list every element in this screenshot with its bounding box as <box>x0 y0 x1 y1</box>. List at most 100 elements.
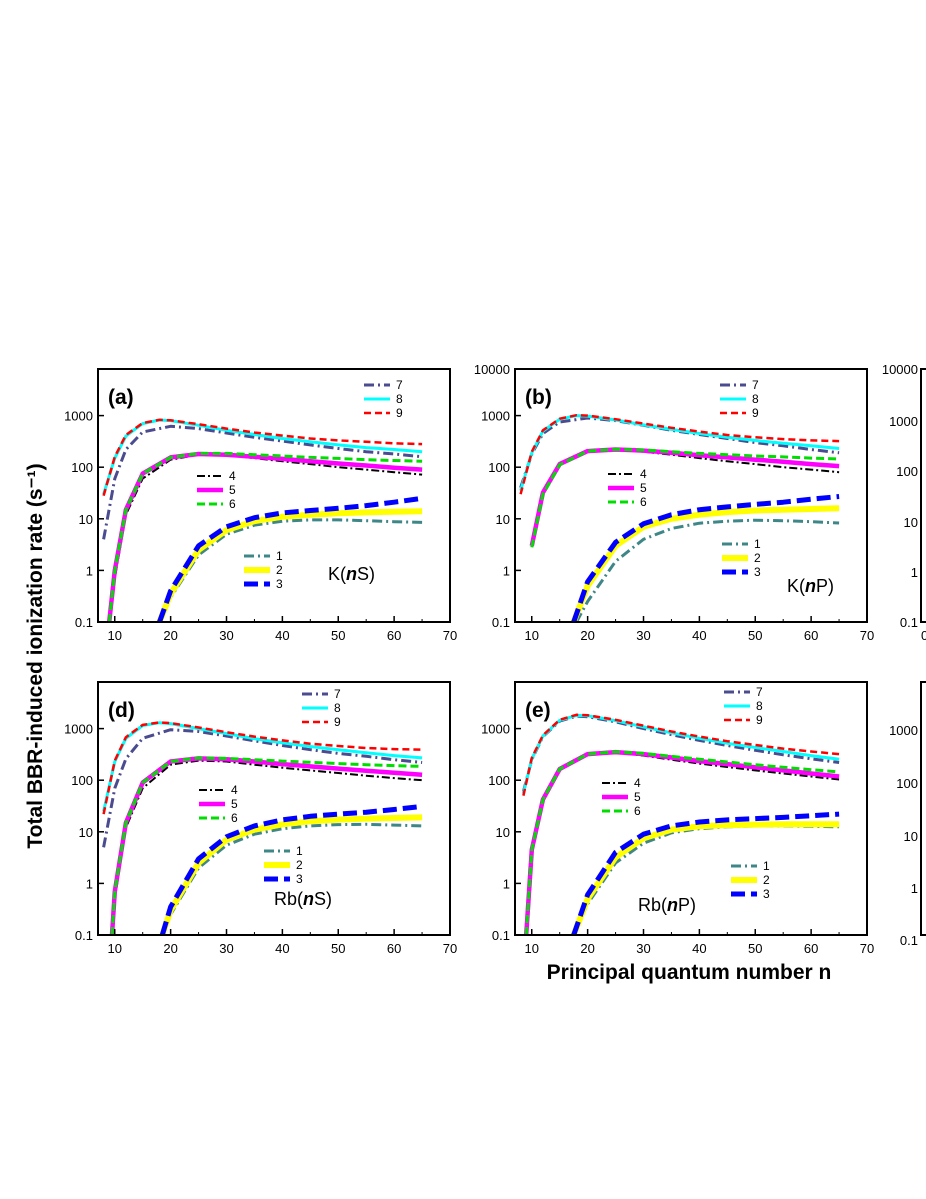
series-line-3 <box>157 495 423 622</box>
series-line-2 <box>570 821 840 935</box>
y-tick-label: 100 <box>71 460 93 475</box>
series-line-5 <box>529 447 840 547</box>
y-tick-label: 10 <box>496 825 510 840</box>
y-tick-label-cut: 100 <box>896 464 918 479</box>
y-tick-label: 10 <box>79 512 93 527</box>
legend-group: 789 <box>364 378 403 420</box>
plot-frame <box>514 368 868 623</box>
y-tick-label: 100 <box>71 773 93 788</box>
species-n: n <box>805 576 816 596</box>
series-line-1 <box>575 518 840 622</box>
x-tick-label: 10 <box>525 628 539 643</box>
plot-frame <box>97 681 451 936</box>
series-line-6 <box>530 447 840 548</box>
series-group <box>519 413 840 622</box>
x-tick-label: 60 <box>804 941 818 956</box>
x-tick-label: 50 <box>331 941 345 956</box>
y-tick-label-cut: 1 <box>911 881 918 896</box>
legend-group: 456 <box>199 783 238 825</box>
y-tick-label-cut: 1000 <box>889 723 918 738</box>
y-tick-label: 10000 <box>474 362 510 377</box>
panel-a: 10 20 30 40 50 60 70 0.1 1 10 100 1000 (a) K(nS) 789 45… <box>64 368 457 643</box>
series-group <box>521 713 840 935</box>
y-tick-label: 0.1 <box>492 928 510 943</box>
series-line-4 <box>108 453 423 622</box>
species-atom: Rb( <box>274 889 303 909</box>
legend-label-5: 5 <box>229 483 236 497</box>
series-line-3 <box>159 803 423 935</box>
y-axis-title: Total BBR-induced ionization rate (s⁻¹) <box>24 463 47 848</box>
legend-label-3: 3 <box>296 872 303 886</box>
x-tick-label: 50 <box>748 628 762 643</box>
series-line-7 <box>102 728 423 848</box>
series-line-4 <box>111 759 423 935</box>
y-tick-label-cut: 1000 <box>889 414 918 429</box>
x-tick-label: 50 <box>748 941 762 956</box>
series-line-5 <box>109 756 423 935</box>
legend-label-2: 2 <box>296 858 303 872</box>
legend-label-7: 7 <box>396 378 403 392</box>
panel-e: 10 20 30 40 50 60 70 0.1 1 10 100 1000 (e) Rb(nP) 789 4… <box>481 681 874 956</box>
x-tick-label: 20 <box>580 628 594 643</box>
y-tick-label: 0.1 <box>492 615 510 630</box>
x-tick-label: 20 <box>163 628 177 643</box>
x-tick-label: 10 <box>108 628 122 643</box>
x-tick-label-cut: 0 <box>921 628 926 643</box>
series-group <box>102 721 423 935</box>
y-tick-label: 100 <box>488 460 510 475</box>
legend-label-6: 6 <box>231 811 238 825</box>
legend-label-8: 8 <box>752 392 759 406</box>
y-tick-label: 1000 <box>481 409 510 424</box>
plot-frame-cut-c <box>920 368 926 623</box>
y-tick-label: 1 <box>503 563 510 578</box>
legend-group: 123 <box>264 844 303 886</box>
species-n: n <box>667 895 678 915</box>
x-tick-label: 60 <box>387 941 401 956</box>
series-line-3 <box>571 494 840 622</box>
legend-label-7: 7 <box>756 685 763 699</box>
x-axis-title-text: Principal quantum number n <box>547 961 832 984</box>
species-n: n <box>303 889 314 909</box>
y-tick-label: 10 <box>496 512 510 527</box>
panel-label: (e) <box>525 699 551 722</box>
x-tick-label: 70 <box>443 941 457 956</box>
series-line-7 <box>519 416 840 489</box>
legend-group: 456 <box>197 469 236 511</box>
series-line-8 <box>521 713 840 794</box>
legend-label-6: 6 <box>640 495 647 509</box>
x-tick-label: 50 <box>331 628 345 643</box>
x-tick-label: 70 <box>860 941 874 956</box>
x-tick-label: 40 <box>275 628 289 643</box>
x-tick-label: 30 <box>219 941 233 956</box>
x-tick-label: 70 <box>443 628 457 643</box>
y-tick-label: 1000 <box>481 722 510 737</box>
legend-label-4: 4 <box>229 469 236 483</box>
series-line-2 <box>156 508 423 622</box>
series-line-1 <box>572 824 840 935</box>
legend-label-1: 1 <box>763 859 770 873</box>
species-state: S) <box>357 564 375 584</box>
legend-label-9: 9 <box>334 715 341 729</box>
legend-label-6: 6 <box>634 804 641 818</box>
species-label: K(nS) <box>328 564 375 584</box>
species-label: Rb(nS) <box>274 889 332 909</box>
series-line-9 <box>102 418 423 497</box>
y-tick-label: 1 <box>86 563 93 578</box>
species-atom: K( <box>328 564 346 584</box>
series-line-8 <box>519 414 840 492</box>
y-tick-label: 0.1 <box>75 615 93 630</box>
legend-label-5: 5 <box>634 790 641 804</box>
x-tick-label: 30 <box>219 628 233 643</box>
legend-label-4: 4 <box>634 776 641 790</box>
legend-group: 123 <box>731 859 770 901</box>
series-line-5 <box>106 451 423 622</box>
series-line-5 <box>523 749 840 935</box>
x-tick-label: 20 <box>580 941 594 956</box>
panel-label: (a) <box>108 386 134 409</box>
x-tick-label: 40 <box>692 628 706 643</box>
species-label: K(nP) <box>787 576 834 596</box>
x-tick-label: 30 <box>636 628 650 643</box>
legend-group: 123 <box>722 537 761 579</box>
